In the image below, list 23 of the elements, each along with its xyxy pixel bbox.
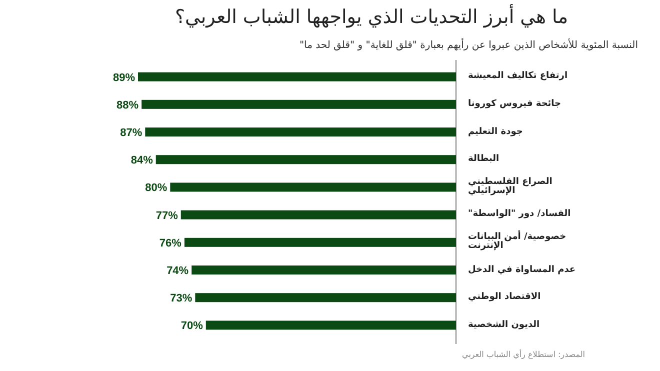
data-label: 76% bbox=[159, 237, 182, 250]
bar bbox=[184, 238, 456, 247]
bar bbox=[170, 182, 456, 192]
bar bbox=[195, 293, 456, 302]
annotation: المصدر: استطلاع رأي الشباب العربي bbox=[462, 350, 585, 359]
data-label: 88% bbox=[116, 99, 139, 112]
bar bbox=[142, 100, 456, 109]
bar bbox=[192, 266, 456, 274]
data-label: 70% bbox=[180, 320, 204, 332]
bar bbox=[206, 320, 456, 330]
bar bbox=[180, 210, 456, 220]
data-label: 84% bbox=[130, 154, 154, 167]
data-label: 87% bbox=[120, 127, 142, 139]
data-label: 89% bbox=[112, 72, 136, 84]
bar bbox=[138, 72, 456, 82]
title: ما هي أبرز التحديات الذي يواجهها الشباب العربي؟ bbox=[174, 6, 568, 28]
data-label: 73% bbox=[170, 292, 192, 305]
data-label: 77% bbox=[156, 210, 178, 222]
subtitle: النسبة المئوية للأشخاص الذين عبروا عن رأيهم بعبارة "قلق للغاية" و "قلق لحد ما" bbox=[299, 40, 638, 51]
bar bbox=[145, 128, 456, 136]
bar bbox=[156, 155, 456, 164]
data-label: 74% bbox=[166, 265, 189, 277]
data-label: 80% bbox=[145, 182, 168, 194]
